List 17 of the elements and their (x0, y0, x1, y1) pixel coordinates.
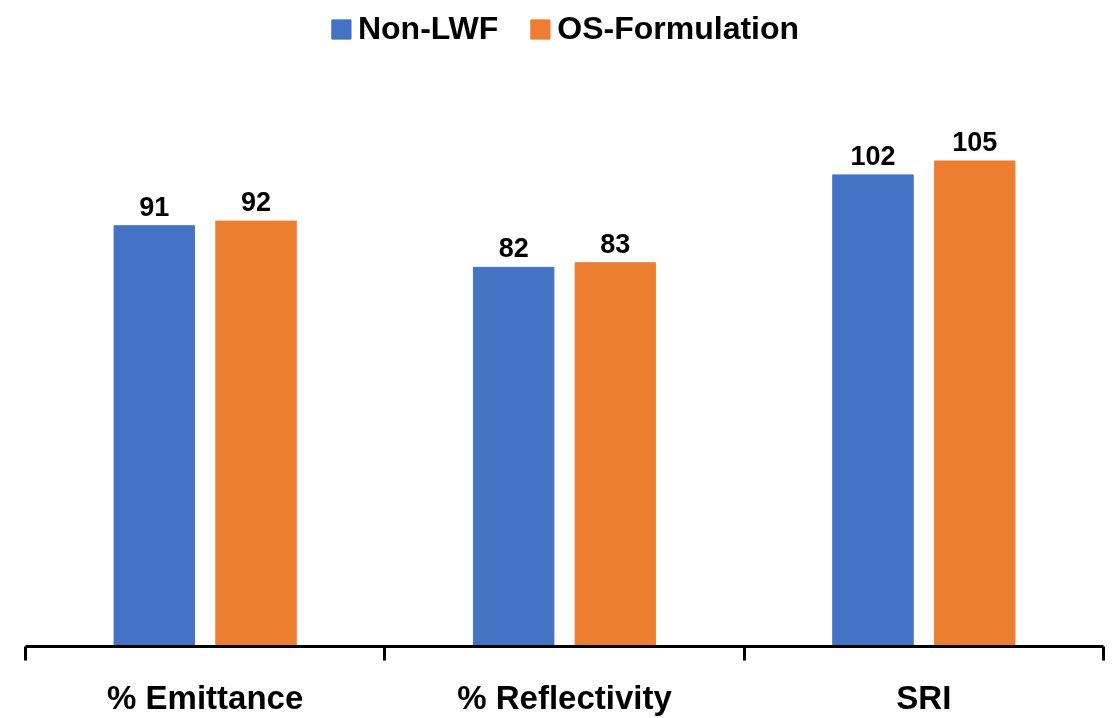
data-label: 105 (952, 127, 998, 157)
bar (933, 160, 1016, 647)
bar (215, 220, 297, 647)
data-label: 82 (498, 233, 529, 264)
bar (113, 225, 196, 647)
data-label: 92 (241, 187, 272, 218)
legend-label: Non-LWF (357, 10, 499, 47)
bar (574, 262, 657, 647)
x-tick-label: % Reflectivity (457, 678, 673, 716)
x-tick-label: % Emittance (107, 678, 304, 716)
x-tick-label: SRI (896, 678, 952, 716)
data-label: 102 (850, 140, 896, 171)
data-label: 91 (139, 191, 170, 222)
bar (832, 174, 914, 647)
bar (472, 266, 555, 647)
legend-label: OS-Formulation (557, 10, 800, 47)
data-label: 83 (600, 228, 631, 259)
